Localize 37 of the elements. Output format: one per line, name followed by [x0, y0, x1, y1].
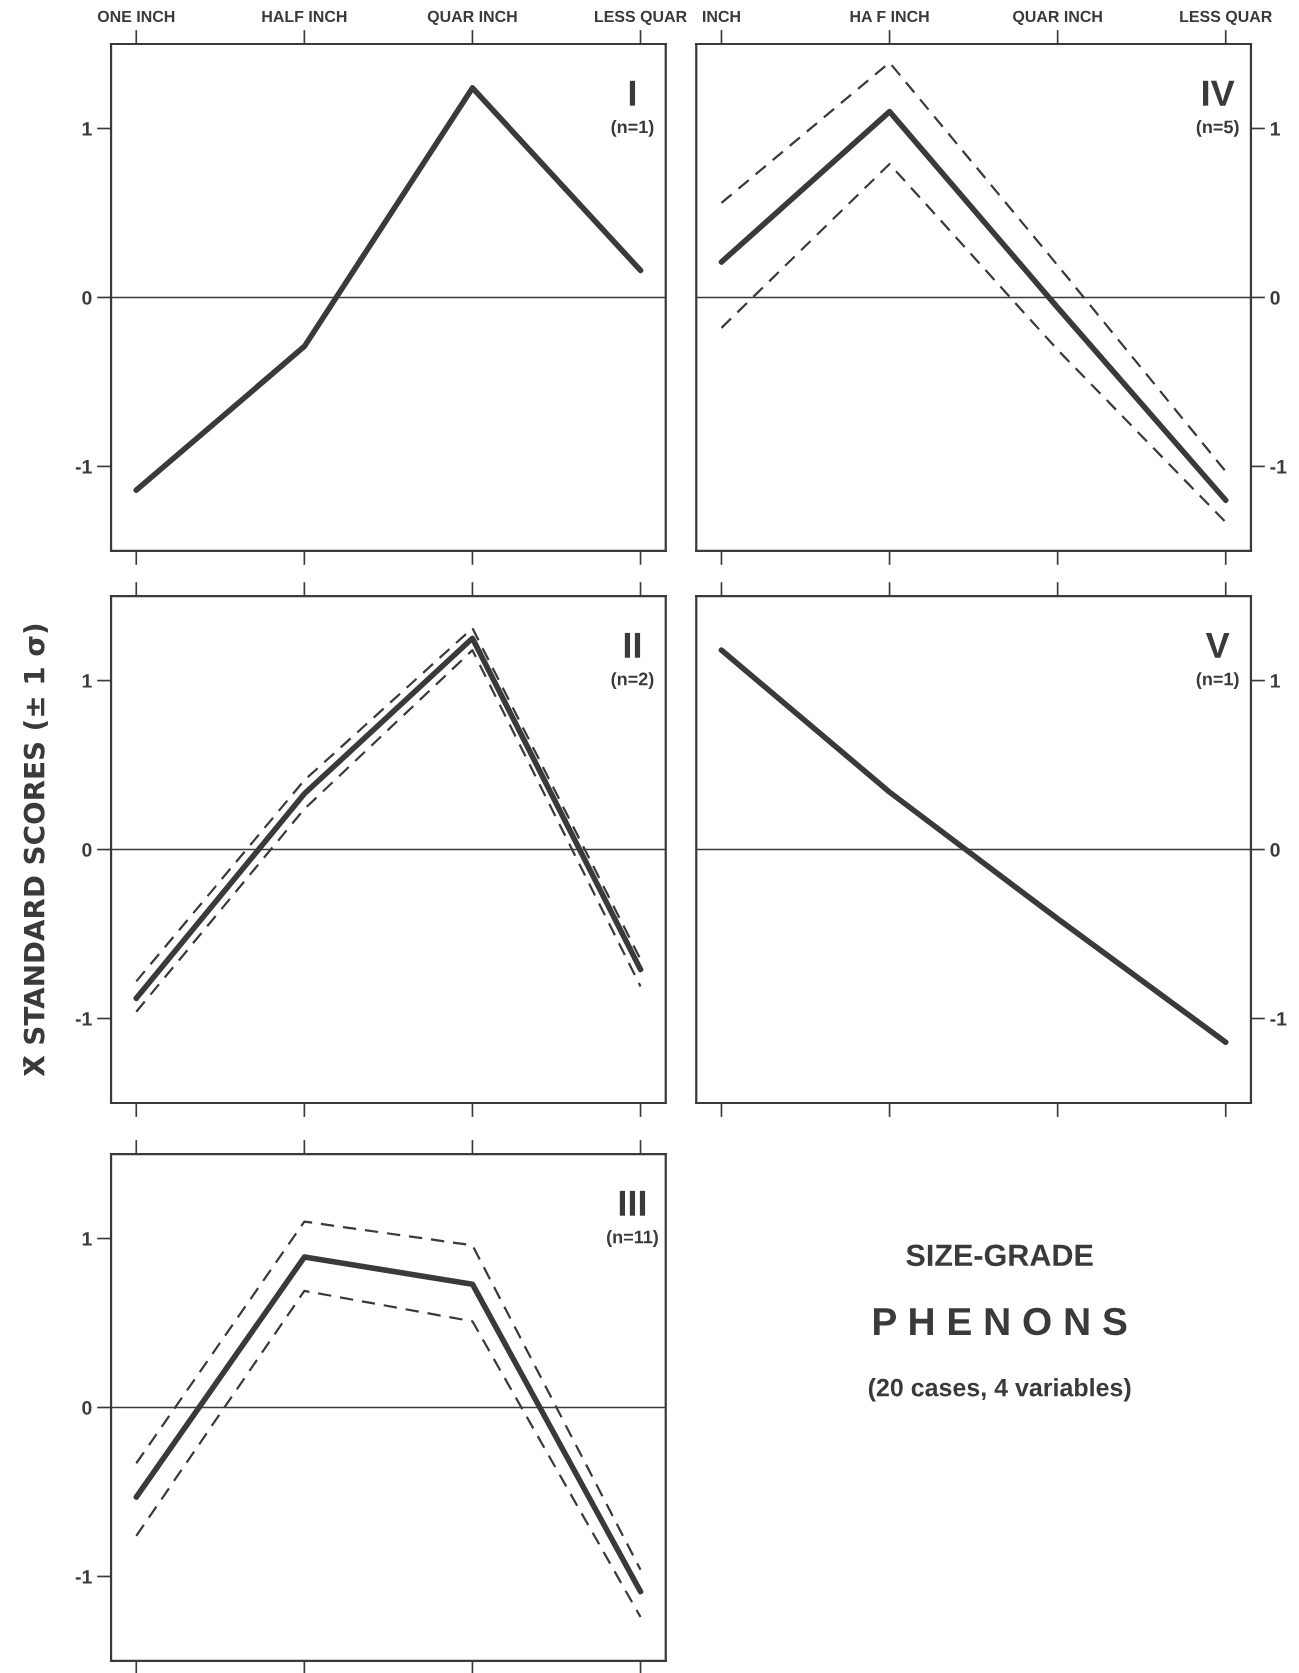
annotation: III: [619, 1190, 646, 1216]
y-tick-label: 0: [82, 843, 92, 857]
annotation: V: [1205, 632, 1230, 658]
y-tick-label: 0: [82, 1400, 92, 1415]
y-tick-label: 1: [82, 122, 92, 136]
y-tick-label: -1: [1270, 1012, 1287, 1026]
y-tick-label: -1: [75, 1012, 92, 1026]
annotation: (n=1): [611, 120, 654, 137]
x-tick-label: HALF INCH: [262, 10, 347, 23]
y-tick-label: -1: [1270, 460, 1287, 474]
y-tick-label: 1: [82, 674, 92, 688]
y-tick-label: 0: [82, 290, 92, 305]
annotation: I: [629, 80, 636, 106]
y-tick-label: 0: [1270, 843, 1280, 857]
x-tick-label: QUAR INCH: [1013, 10, 1102, 26]
y-tick-label: -1: [75, 1570, 92, 1584]
annotation: (n=2): [611, 672, 654, 689]
x-tick-label: QUAR INCH: [427, 10, 517, 26]
annotation: (n=11): [607, 1230, 658, 1247]
x-tick-label: LESS QUAR: [595, 10, 687, 26]
text: P H E N O N S: [874, 1307, 1127, 1336]
y-tick-label: -1: [75, 460, 92, 474]
annotation: IV: [1203, 80, 1235, 106]
y-tick-label: 1: [1270, 674, 1280, 688]
y-axis-title: X̄ STANDARD SCORES (± 1 σ): [23, 624, 48, 1077]
text: (20 cases, 4 variables): [868, 1378, 1131, 1402]
x-tick-label: INCH: [703, 10, 740, 23]
x-tick-label: LESS QUAR: [1180, 10, 1272, 26]
annotation: II: [624, 632, 641, 658]
x-tick-label: ONE INCH: [97, 10, 175, 23]
annotation: (n=1): [1196, 672, 1239, 689]
x-tick-label: HA F INCH: [850, 10, 929, 23]
annotation: (n=5): [1196, 120, 1239, 137]
y-tick-label: 1: [1270, 122, 1280, 136]
y-tick-label: 1: [82, 1232, 92, 1246]
y-tick-label: 0: [1270, 290, 1280, 305]
text: SIZE-GRADE: [906, 1244, 1093, 1267]
